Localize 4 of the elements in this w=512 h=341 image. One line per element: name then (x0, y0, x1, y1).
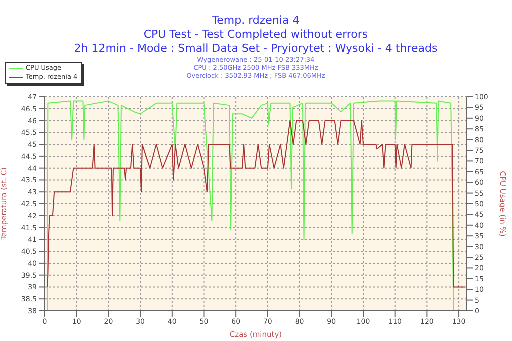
chart-subtitle: CPU Test - Test Completed without errors (142, 28, 370, 42)
line-series (47, 120, 466, 288)
text: 2h 12min - Mode : Small Data Set - Pryiorytet : Wysoki - 4 threads (73, 42, 439, 56)
chart-title: Temp. rdzenia 4 (211, 14, 301, 28)
